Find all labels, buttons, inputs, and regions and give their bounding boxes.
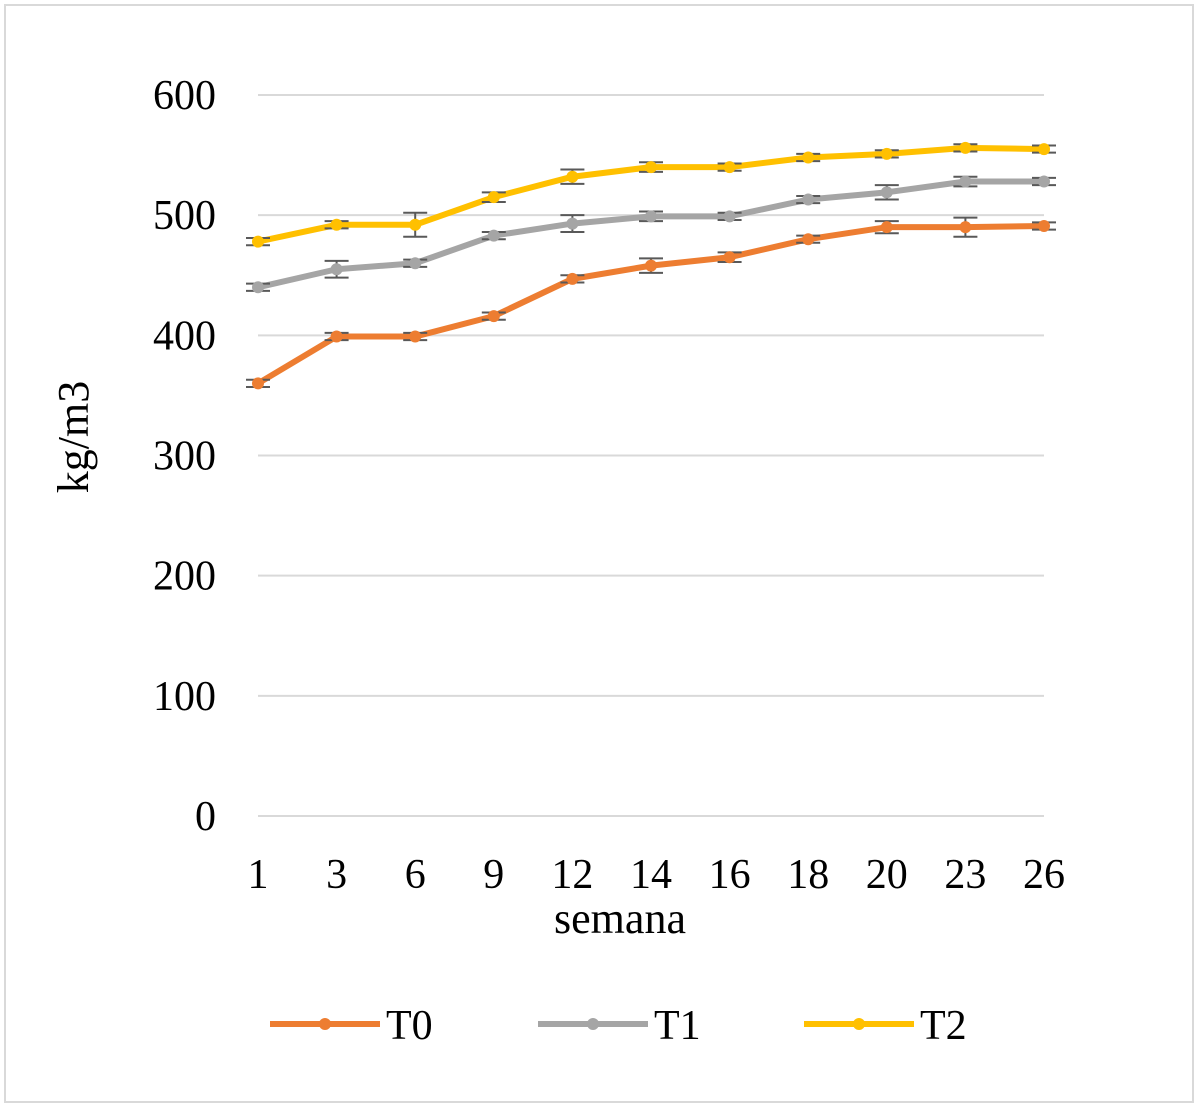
data-point: [723, 161, 736, 174]
data-point: [880, 147, 893, 160]
data-point: [1038, 175, 1050, 188]
y-tick-label: 100: [153, 674, 216, 720]
x-tick-label: 12: [551, 852, 593, 898]
data-point: [959, 141, 972, 154]
x-tick-label: 9: [483, 852, 504, 898]
data-point: [566, 170, 579, 183]
x-tick-label: 26: [1023, 852, 1065, 898]
data-point: [723, 210, 736, 223]
data-point: [252, 281, 264, 294]
legend-item-T2: T2: [804, 1003, 967, 1049]
data-point: [409, 257, 422, 270]
data-point: [252, 235, 264, 248]
data-point: [566, 272, 579, 285]
data-point: [487, 191, 500, 204]
data-point: [723, 251, 736, 264]
y-tick-label: 500: [153, 193, 216, 239]
legend-marker: [853, 1018, 865, 1030]
legend-label: T1: [654, 1003, 701, 1049]
data-point: [409, 330, 422, 343]
y-tick-label: 300: [153, 434, 216, 480]
data-point: [1038, 219, 1050, 232]
data-point: [959, 175, 972, 188]
legend-label: T2: [920, 1003, 967, 1049]
data-point: [802, 193, 815, 206]
data-point: [880, 186, 893, 199]
x-tick-label: 14: [630, 852, 672, 898]
gridlines: [258, 94, 1044, 817]
legend-item-T0: T0: [270, 1003, 433, 1049]
legend-marker: [587, 1018, 599, 1030]
data-point: [880, 221, 893, 234]
data-point: [409, 218, 422, 231]
y-tick-label: 0: [195, 794, 216, 840]
data-point: [330, 330, 343, 343]
data-point: [487, 229, 500, 242]
data-point: [959, 221, 972, 234]
data-point: [1038, 143, 1050, 156]
data-point: [330, 263, 343, 276]
series-line: [255, 222, 1047, 387]
data-point: [645, 259, 657, 272]
series-T2: [246, 141, 1056, 248]
data-point: [566, 217, 579, 230]
series-T1: [246, 175, 1056, 294]
y-tick-label: 600: [153, 73, 216, 119]
x-tick-label: 1: [248, 852, 269, 898]
data-point: [487, 310, 500, 323]
legend-item-T1: T1: [538, 1003, 701, 1049]
legend-marker: [319, 1018, 331, 1030]
x-tick-label: 3: [326, 852, 347, 898]
x-axis-label: semana: [554, 894, 686, 943]
x-tick-label: 6: [405, 852, 426, 898]
data-point: [252, 377, 264, 390]
y-axis-label: kg/m3: [49, 381, 98, 493]
x-tick-label: 23: [944, 852, 986, 898]
data-point: [330, 218, 343, 231]
y-tick-label: 400: [153, 313, 216, 359]
data-point: [645, 161, 657, 174]
x-tick-label: 20: [866, 852, 908, 898]
x-tick-label: 16: [709, 852, 751, 898]
series-T0: [246, 216, 1056, 390]
legend-label: T0: [386, 1003, 433, 1049]
data-point: [802, 151, 815, 164]
data-point: [802, 233, 815, 246]
data-point: [645, 210, 657, 223]
y-tick-label: 200: [153, 554, 216, 600]
x-tick-label: 18: [787, 852, 829, 898]
chart-frame: [4, 4, 1194, 1103]
